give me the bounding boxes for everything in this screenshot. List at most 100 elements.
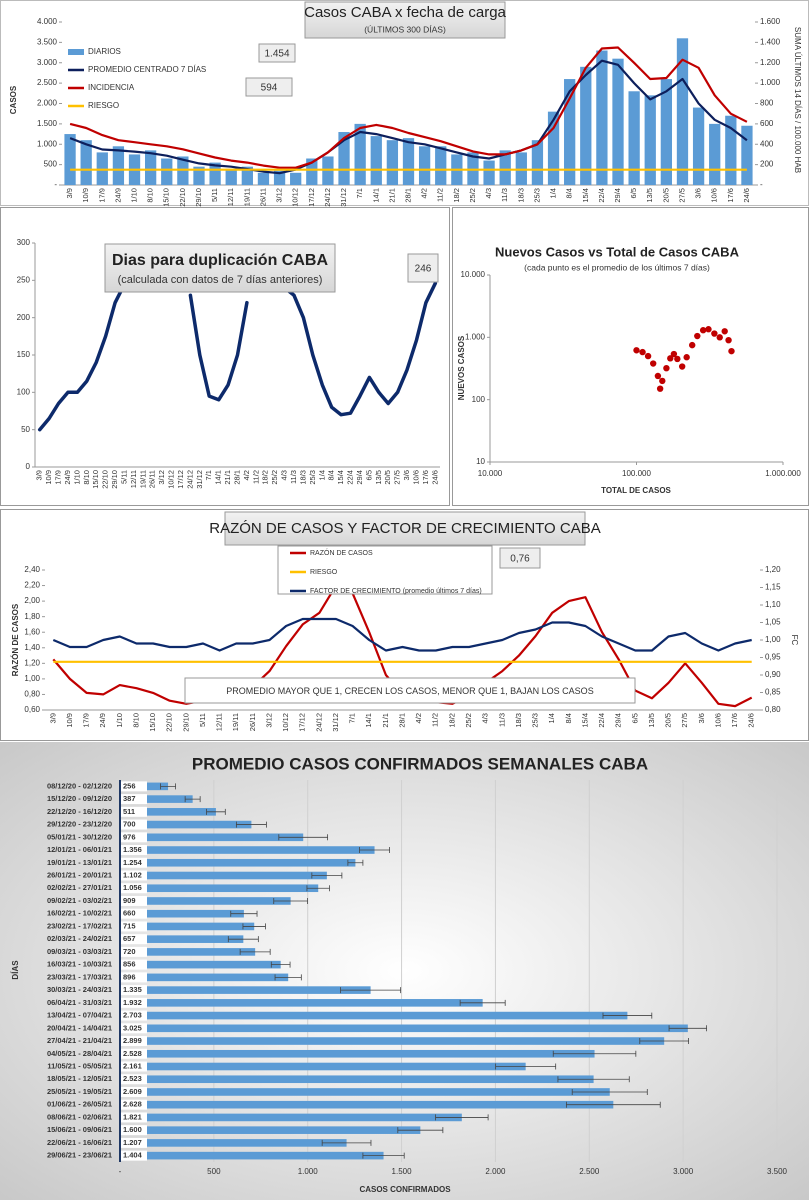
x-tick-label: 4/3	[481, 713, 490, 723]
label-bg	[121, 1048, 147, 1059]
bar	[273, 170, 286, 185]
legend-label: RIESGO	[88, 101, 119, 110]
bar	[402, 138, 415, 185]
x-tick-label: 5/11	[119, 470, 128, 484]
y-tick-label: 1,40	[24, 643, 40, 652]
label-bg	[121, 997, 147, 1008]
bar	[547, 111, 560, 185]
error-bar	[230, 910, 258, 917]
value-label: 2.528	[123, 1049, 142, 1058]
x-tick-label: 27/5	[393, 470, 402, 485]
y-tick-label: 2,00	[24, 596, 40, 605]
x-tick-label: 17/12	[307, 188, 316, 207]
x-tick-label: 25/3	[531, 713, 540, 728]
chart-title: Casos CABA x fecha de carga	[304, 4, 506, 21]
y-tick-label: 29/12/20 - 23/12/20	[47, 820, 112, 829]
label-bg	[121, 1125, 147, 1136]
y-tick-label: -	[54, 180, 57, 189]
bar	[725, 115, 737, 185]
point	[663, 364, 670, 372]
label-bg	[121, 908, 147, 919]
bar	[120, 1126, 421, 1134]
y2-tick-label: 600	[760, 119, 774, 128]
bar	[161, 158, 173, 185]
bar	[120, 1113, 462, 1122]
label-bg	[121, 921, 147, 932]
y-tick-label: 0,80	[24, 690, 40, 699]
label-bg	[121, 857, 147, 868]
y-tick-label: 10.000	[461, 270, 486, 279]
x-tick-label: 22/4	[597, 713, 606, 728]
y2-tick-label: 800	[760, 99, 774, 108]
bar	[120, 935, 244, 943]
x-tick-label: 15/10	[91, 470, 100, 489]
x-tick-label: 11/2	[251, 470, 260, 484]
bar	[628, 91, 640, 185]
value-label: 387	[123, 794, 136, 803]
value-label: 720	[123, 947, 136, 956]
point	[728, 347, 735, 355]
error-bar	[362, 1152, 405, 1159]
line	[52, 617, 752, 652]
x-tick-label: 10/6	[411, 470, 420, 485]
bar	[120, 808, 216, 816]
x-tick-label: 8/10	[82, 470, 91, 485]
y2-tick-label: 1.400	[760, 37, 781, 46]
x-tick-label: 12/11	[215, 713, 224, 731]
bar	[580, 66, 592, 185]
point	[699, 327, 707, 334]
y2-tick-label: 400	[760, 139, 774, 148]
x-tick-label: 17/12	[176, 470, 185, 489]
point	[644, 352, 652, 360]
y-tick-label: 100	[472, 395, 486, 404]
y-tick-label: 08/12/20 - 02/12/20	[47, 781, 112, 790]
y-tick-label: 1,60	[24, 627, 40, 636]
y-tick-label: 50	[21, 425, 30, 434]
bar	[64, 134, 76, 185]
annotation-box	[184, 677, 636, 704]
x-tick-label: 24/12	[323, 188, 332, 207]
bar	[120, 897, 291, 905]
x-tick-label: -	[119, 1167, 122, 1176]
error-bar	[602, 1012, 653, 1019]
x-tick-label: 27/5	[680, 713, 689, 728]
x-tick-label: 19/11	[138, 470, 147, 488]
x-tick-label: 26/11	[148, 470, 157, 488]
label-bg	[121, 1137, 147, 1148]
y2-tick-label: 1,05	[765, 618, 781, 627]
bar	[112, 146, 125, 185]
value-label: 660	[123, 909, 136, 918]
error-bar	[184, 796, 201, 803]
y-axis-title: DÍAS	[11, 960, 20, 980]
error-bar	[306, 885, 330, 892]
point	[721, 328, 728, 335]
annotation: 246	[415, 264, 432, 275]
chart-title: PROMEDIO CASOS CONFIRMADOS SEMANALES CAB…	[192, 754, 648, 773]
legend-swatch	[68, 49, 84, 55]
x-tick-label: 8/10	[146, 188, 155, 203]
line	[69, 46, 748, 169]
y-tick-label: 26/01/21 - 20/01/21	[47, 870, 112, 879]
x-tick-label: 3/9	[35, 470, 44, 480]
x-tick-label: 17/9	[82, 713, 91, 728]
point	[667, 355, 674, 362]
y-tick-label: 200	[17, 313, 31, 322]
point	[678, 363, 686, 370]
x-tick-label: 11/3	[500, 188, 509, 202]
x-tick-label: 4/3	[484, 188, 493, 198]
x-tick-label: 3/9	[65, 188, 74, 198]
error-bar	[565, 1101, 661, 1108]
error-bar	[435, 1114, 489, 1121]
y-tick-label: 06/04/21 - 31/03/21	[47, 998, 112, 1007]
value-label: 1.404	[123, 1151, 143, 1160]
value-label: 2.161	[123, 1061, 142, 1070]
x-tick-label: 1/10	[115, 713, 124, 728]
label-bg	[121, 1010, 147, 1021]
x-tick-label: 29/10	[110, 470, 119, 489]
y-tick-label: 08/06/21 - 02/06/21	[47, 1112, 112, 1121]
y-tick-label: 09/02/21 - 03/02/21	[47, 896, 112, 905]
x-tick-label: 1/4	[549, 188, 558, 198]
y-tick-label: 18/05/21 - 12/05/21	[47, 1074, 112, 1083]
label-bg	[121, 985, 147, 996]
x-tick-label: 18/2	[261, 470, 270, 485]
